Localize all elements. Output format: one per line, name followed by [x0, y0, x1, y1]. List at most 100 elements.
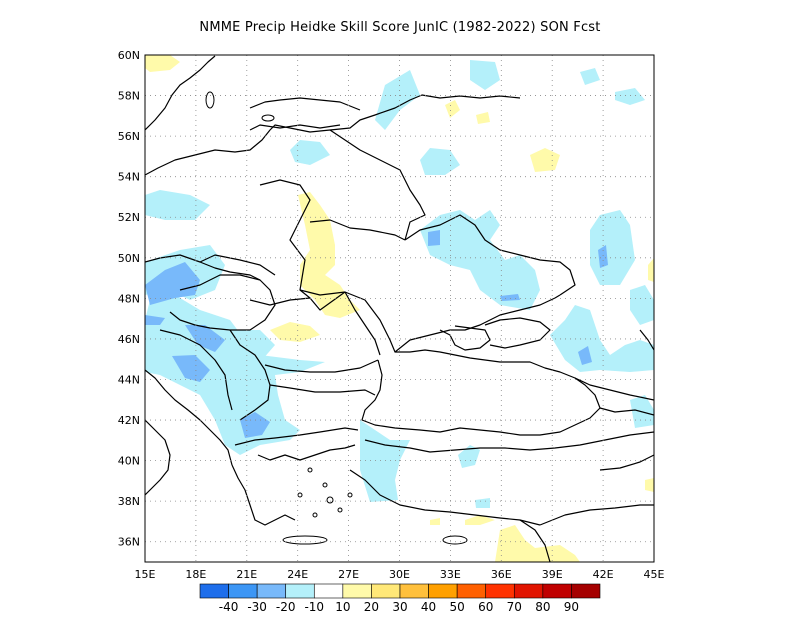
shade-region: [430, 518, 440, 525]
legend-label: 40: [421, 600, 436, 614]
border-greece: [234, 427, 359, 446]
lon-tick-label: 27E: [338, 568, 359, 581]
lon-tick-label: 36E: [491, 568, 512, 581]
legend-label: 20: [364, 600, 379, 614]
lon-tick-label: 42E: [593, 568, 614, 581]
shade-region: [172, 355, 210, 382]
shade-region: [590, 210, 635, 285]
border-ukraine-russia: [404, 214, 576, 296]
legend-swatch: [342, 583, 372, 599]
legend-swatch: [256, 583, 287, 599]
legend-swatch: [513, 583, 544, 599]
border-iraq: [599, 454, 654, 471]
shade-region: [145, 55, 180, 72]
border-belarus-ukraine: [309, 219, 406, 241]
shade-region: [445, 100, 460, 118]
lat-tick-label: 44N: [118, 373, 140, 386]
shade-region: [458, 445, 480, 468]
shade-region: [580, 68, 600, 85]
border-croatia-bosnia: [159, 329, 233, 411]
lon-tick-label: 24E: [287, 568, 308, 581]
coastline-turkey-south: [364, 431, 654, 453]
lon-tick-label: 30E: [389, 568, 410, 581]
border-caucasus: [574, 377, 654, 401]
border-poland-belarus: [259, 179, 311, 299]
legend-swatch: [571, 583, 601, 599]
lat-tick-label: 54N: [118, 171, 140, 184]
lon-tick-label: 45E: [644, 568, 665, 581]
shade-region: [476, 112, 490, 124]
shade-region: [500, 294, 520, 301]
shade-region: [428, 230, 440, 246]
shade-region: [298, 192, 360, 318]
legend-swatch: [313, 583, 344, 599]
shade-region: [615, 88, 645, 105]
lat-tick-label: 50N: [118, 252, 140, 265]
border-slovakia: [199, 254, 276, 276]
coastline-italy: [145, 419, 171, 496]
lon-tick-label: 18E: [185, 568, 206, 581]
legend-swatch: [542, 583, 572, 599]
coastline-greece-aegean: [257, 444, 356, 461]
coastline-crimea: [439, 325, 491, 351]
lat-tick-label: 48N: [118, 292, 140, 305]
lat-tick-label: 42N: [118, 414, 140, 427]
coastline-azov: [484, 317, 551, 349]
lat-tick-label: 60N: [118, 49, 140, 62]
legend-swatch: [428, 583, 458, 599]
lat-tick-label: 46N: [118, 333, 140, 346]
shade-region: [240, 412, 270, 438]
shade-region: [530, 148, 560, 172]
island: [347, 492, 353, 498]
legend-label: 90: [564, 600, 579, 614]
border-syria: [539, 504, 654, 526]
lat-tick-label: 58N: [118, 90, 140, 103]
border-austria-czech: [145, 254, 261, 281]
legend-label: 10: [335, 600, 350, 614]
shade-region: [475, 498, 490, 508]
island: [307, 467, 313, 473]
border-ukraine-south: [299, 289, 561, 353]
shade-region: [145, 262, 200, 305]
legend-swatch: [371, 583, 401, 599]
shade-region: [270, 322, 320, 342]
legend-swatch: [228, 583, 258, 599]
lat-tick-label: 56N: [118, 130, 140, 143]
legend-label: -20: [276, 600, 296, 614]
legend-swatch: [485, 583, 515, 599]
shade-region: [630, 285, 654, 325]
legend-label: 70: [507, 600, 522, 614]
coastline-baltic-east: [145, 94, 521, 176]
border-romania-bulgaria: [264, 359, 379, 373]
skill-shading: [145, 55, 654, 562]
shade-region: [145, 315, 165, 325]
border-bulgaria: [269, 384, 376, 396]
shade-region: [648, 258, 654, 282]
island: [326, 496, 334, 504]
border-caucasus-south: [599, 407, 654, 416]
coastline-adriatic: [145, 369, 233, 466]
coastline-greece-west: [231, 464, 296, 526]
legend-label: 80: [535, 600, 550, 614]
shade-region: [465, 515, 495, 525]
coastline-turkey-mediterranean: [349, 469, 541, 526]
legend-swatch: [199, 583, 229, 599]
island: [297, 492, 303, 498]
shade-region: [578, 346, 592, 365]
shade-region: [645, 478, 654, 492]
border-belarus-russia: [329, 129, 426, 241]
plot-frame: [144, 54, 655, 563]
border-romania: [249, 291, 346, 311]
latitude-tick-labels: 36N 38N 40N 42N 44N 46N 48N 50N 52N 54N 56N 58N 60N: [118, 49, 140, 549]
lat-tick-label: 38N: [118, 495, 140, 508]
lon-tick-label: 15E: [135, 568, 156, 581]
coastline-caspian: [639, 329, 654, 351]
border-moldova: [344, 291, 381, 356]
island-cyprus: [442, 535, 468, 545]
legend-swatch: [456, 583, 487, 599]
island-gotland: [205, 91, 215, 109]
legend-swatch: [399, 583, 429, 599]
color-legend: -40 -30 -20 -10 10 20 30 40 50 60 70 80 90: [199, 583, 601, 614]
lat-tick-label: 52N: [118, 211, 140, 224]
shade-region: [420, 148, 460, 175]
